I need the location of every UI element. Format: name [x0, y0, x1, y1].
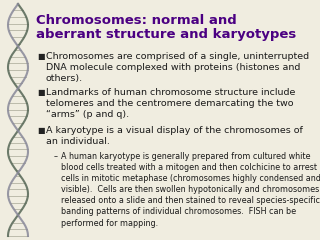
Text: A human karyotype is generally prepared from cultured white
blood cells treated : A human karyotype is generally prepared … — [61, 152, 320, 228]
Text: ■: ■ — [37, 88, 44, 97]
Text: Chromosomes are comprised of a single, uninterrupted
DNA molecule complexed with: Chromosomes are comprised of a single, u… — [46, 52, 309, 83]
Text: A karyotype is a visual display of the chromosomes of
an individual.: A karyotype is a visual display of the c… — [46, 126, 303, 146]
Text: ■: ■ — [37, 126, 44, 135]
Text: –: – — [54, 152, 58, 161]
Text: Chromosomes: normal and: Chromosomes: normal and — [36, 14, 237, 27]
Text: aberrant structure and karyotypes: aberrant structure and karyotypes — [36, 28, 296, 41]
Text: ■: ■ — [37, 52, 44, 61]
Text: Landmarks of human chromosome structure include
telomeres and the centromere dem: Landmarks of human chromosome structure … — [46, 88, 295, 119]
